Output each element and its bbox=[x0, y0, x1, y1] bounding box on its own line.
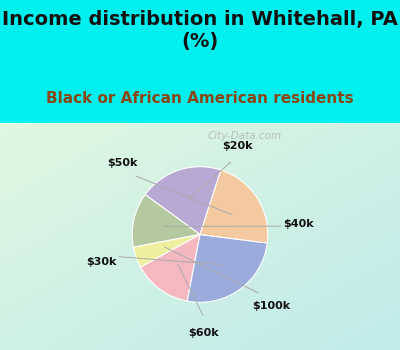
Wedge shape bbox=[187, 234, 267, 302]
Wedge shape bbox=[140, 234, 200, 301]
Text: Black or African American residents: Black or African American residents bbox=[46, 91, 354, 106]
Text: $60k: $60k bbox=[188, 328, 219, 338]
Text: $40k: $40k bbox=[283, 219, 314, 229]
Wedge shape bbox=[200, 170, 268, 243]
Wedge shape bbox=[133, 234, 200, 267]
Text: $20k: $20k bbox=[222, 141, 252, 151]
Wedge shape bbox=[132, 195, 200, 247]
Text: $100k: $100k bbox=[252, 301, 290, 311]
Text: $30k: $30k bbox=[86, 257, 117, 267]
Text: City-Data.com: City-Data.com bbox=[207, 132, 281, 141]
Text: Income distribution in Whitehall, PA
(%): Income distribution in Whitehall, PA (%) bbox=[2, 10, 398, 51]
Wedge shape bbox=[145, 167, 221, 234]
Text: $50k: $50k bbox=[107, 158, 137, 168]
